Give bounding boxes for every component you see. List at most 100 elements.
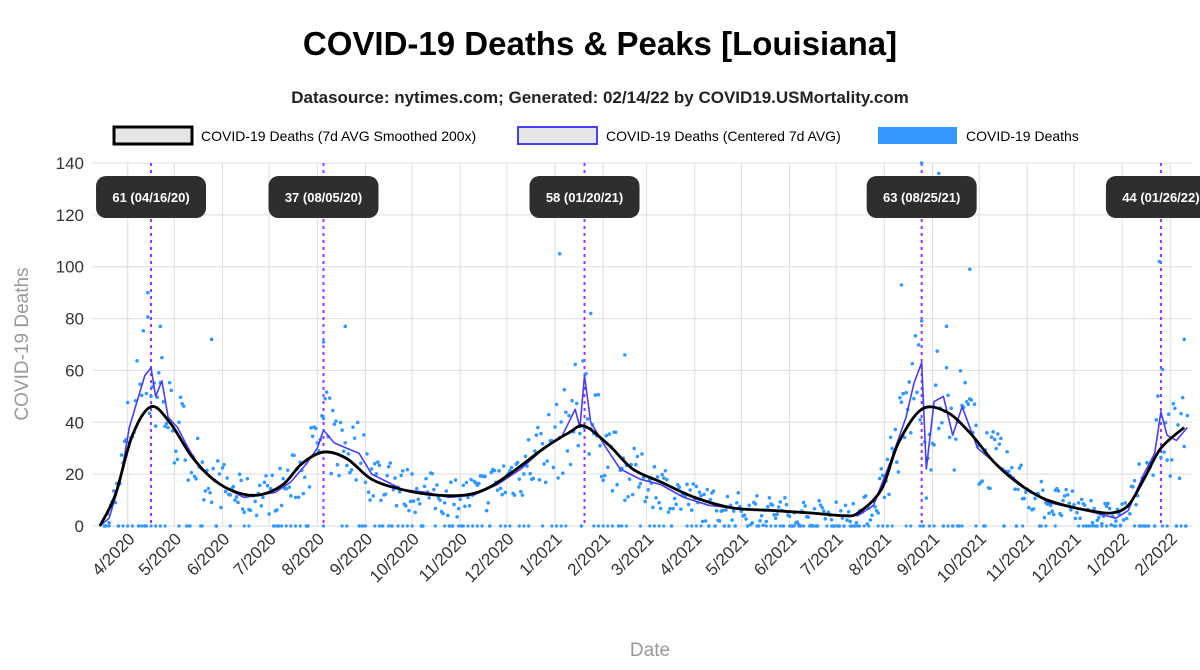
daily-point [458,497,463,502]
daily-point [725,494,730,499]
daily-point [174,449,178,454]
daily-point [679,507,683,511]
daily-point [944,324,949,329]
daily-point [913,333,918,338]
daily-point [685,524,689,528]
daily-point [623,353,627,357]
daily-point [206,486,211,491]
daily-point [919,319,924,323]
daily-point [245,476,250,481]
daily-point [854,520,859,525]
daily-point [146,290,150,295]
daily-point [261,495,265,500]
daily-point [343,440,348,445]
daily-point [532,449,537,453]
daily-point [211,466,215,471]
daily-point [703,519,708,523]
daily-point [954,437,958,441]
daily-point [652,524,657,528]
daily-point [919,161,924,165]
daily-point [321,524,326,528]
daily-point [1039,479,1044,484]
daily-point [466,524,470,528]
daily-point [909,524,913,528]
daily-point [526,437,531,442]
daily-point [770,503,775,507]
daily-point [467,503,472,508]
daily-point [845,518,849,522]
daily-point [188,524,192,528]
daily-point [1114,519,1118,523]
daily-point [857,524,862,528]
daily-point [1039,524,1043,528]
daily-point [946,524,950,528]
daily-point [125,400,130,405]
daily-point [522,472,526,476]
daily-point [424,476,428,481]
x-tick-label: 4/2021 [655,529,705,579]
daily-point [846,509,851,514]
daily-point [983,524,987,528]
daily-point [116,524,121,528]
daily-point [895,460,899,464]
daily-point [1009,465,1014,470]
daily-point [455,515,459,519]
daily-point [554,402,559,407]
daily-point [601,478,605,483]
daily-point [1090,524,1095,528]
daily-point [1021,524,1025,528]
daily-point [1152,524,1157,528]
daily-point [584,371,588,376]
x-tick-label: 1/2022 [1083,529,1133,579]
daily-point [432,487,436,492]
daily-point [222,462,226,467]
daily-point [248,508,253,513]
x-tick-label: 11/2021 [982,529,1038,585]
daily-point [309,426,313,430]
legend-label-daily: COVID-19 Deaths [966,128,1079,144]
daily-point [408,499,413,504]
daily-point [936,426,941,431]
daily-point [573,362,577,367]
daily-point [784,502,789,507]
daily-point [138,382,142,386]
daily-point [236,500,240,505]
x-tick-labels: 4/20205/20206/20207/20208/20209/202010/2… [88,529,1181,586]
daily-point [848,519,852,524]
daily-point [767,495,772,500]
daily-point [1062,494,1067,498]
daily-point [372,461,377,466]
daily-point [184,524,189,528]
daily-point [1076,501,1081,505]
daily-point [1082,503,1087,507]
daily-point [545,459,550,463]
daily-point [1168,474,1173,478]
daily-point [707,524,711,528]
daily-point [776,505,781,509]
daily-point [383,492,388,496]
daily-point [343,324,348,329]
daily-point [1182,337,1187,342]
daily-point [435,483,439,487]
daily-point [557,251,562,256]
daily-point [772,512,776,517]
daily-point [1023,490,1028,494]
daily-point [365,452,369,456]
daily-point [700,519,705,524]
daily-point [380,524,385,528]
daily-point [223,489,228,494]
daily-point [177,524,181,528]
daily-point [1118,524,1123,528]
daily-point [994,446,999,451]
daily-point [270,473,275,478]
legend-swatch-centered [517,126,598,145]
daily-point [896,470,901,474]
daily-point [219,505,223,510]
daily-point [377,463,382,468]
daily-point [400,469,405,473]
daily-point [178,395,183,400]
daily-point [1048,503,1053,508]
daily-point [528,471,532,476]
daily-point [396,524,400,528]
daily-point [980,479,985,483]
